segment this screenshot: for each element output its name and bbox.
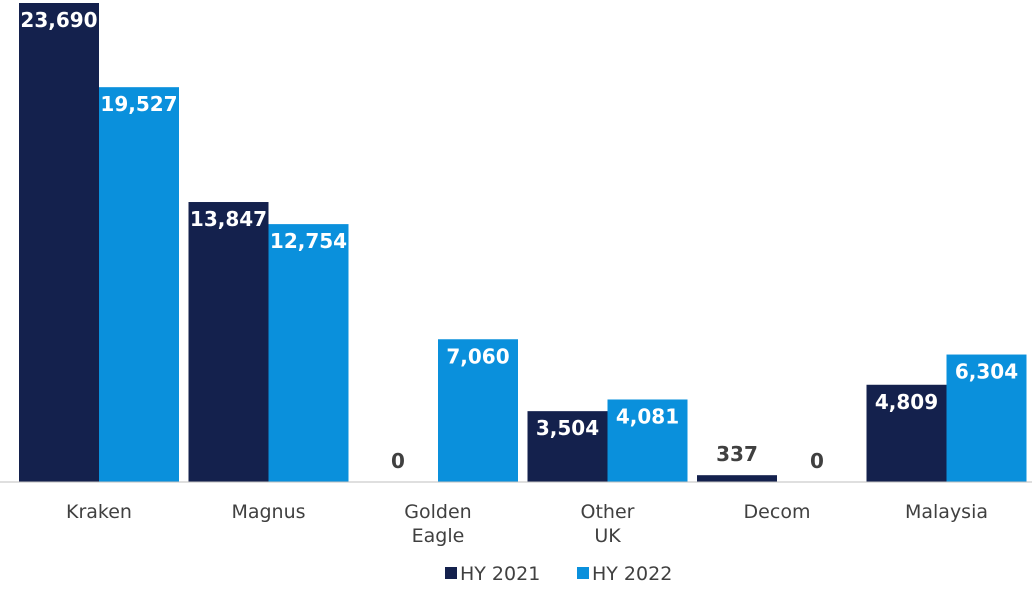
bar-hy-2021-3: [527, 411, 608, 482]
data-label-hy-2022-1: 12,754: [270, 229, 347, 253]
data-label-hy-2021-0: 23,690: [20, 8, 97, 32]
bar-hy-2021-5: [866, 384, 947, 482]
data-label-hy-2021-1: 13,847: [190, 207, 267, 231]
bars-layer: [19, 3, 1027, 482]
data-label-hy-2022-3: 4,081: [616, 404, 679, 428]
category-label-0: Kraken: [66, 501, 132, 523]
data-label-hy-2021-5: 4,809: [875, 390, 938, 414]
legend-label-hy-2021: HY 2021: [460, 563, 540, 585]
bar-hy-2022-2: [438, 339, 518, 482]
bar-hy-2022-3: [607, 399, 688, 482]
legend-swatch-hy-2021: [445, 567, 457, 579]
data-label-hy-2022-4: 0: [810, 449, 824, 473]
legend: HY 2021 HY 2022: [445, 563, 672, 585]
category-label-3: Other UK: [581, 501, 635, 547]
data-label-hy-2021-2: 0: [391, 449, 405, 473]
category-label-2: Golden Eagle: [404, 501, 471, 547]
category-label-5: Malaysia: [905, 501, 988, 523]
category-label-4: Decom: [744, 501, 811, 523]
data-label-hy-2022-0: 19,527: [100, 92, 177, 116]
bar-hy-2022-0: [99, 87, 179, 482]
data-label-hy-2021-3: 3,504: [536, 416, 599, 440]
data-label-hy-2022-2: 7,060: [446, 344, 509, 368]
legend-swatch-hy-2022: [577, 567, 589, 579]
category-label-1: Magnus: [231, 501, 305, 523]
bar-hy-2021-0: [19, 3, 99, 482]
bar-hy-2021-4: [697, 475, 777, 482]
bar-hy-2022-5: [946, 354, 1027, 482]
bar-hy-2022-1: [268, 224, 349, 482]
data-label-hy-2022-5: 6,304: [955, 360, 1018, 384]
legend-label-hy-2022: HY 2022: [592, 563, 672, 585]
category-labels-layer: Kraken Magnus Golden Eagle Other UK Decom Malay…: [66, 501, 988, 547]
bar-hy-2021-1: [188, 202, 269, 482]
data-label-hy-2021-4: 337: [716, 442, 758, 466]
